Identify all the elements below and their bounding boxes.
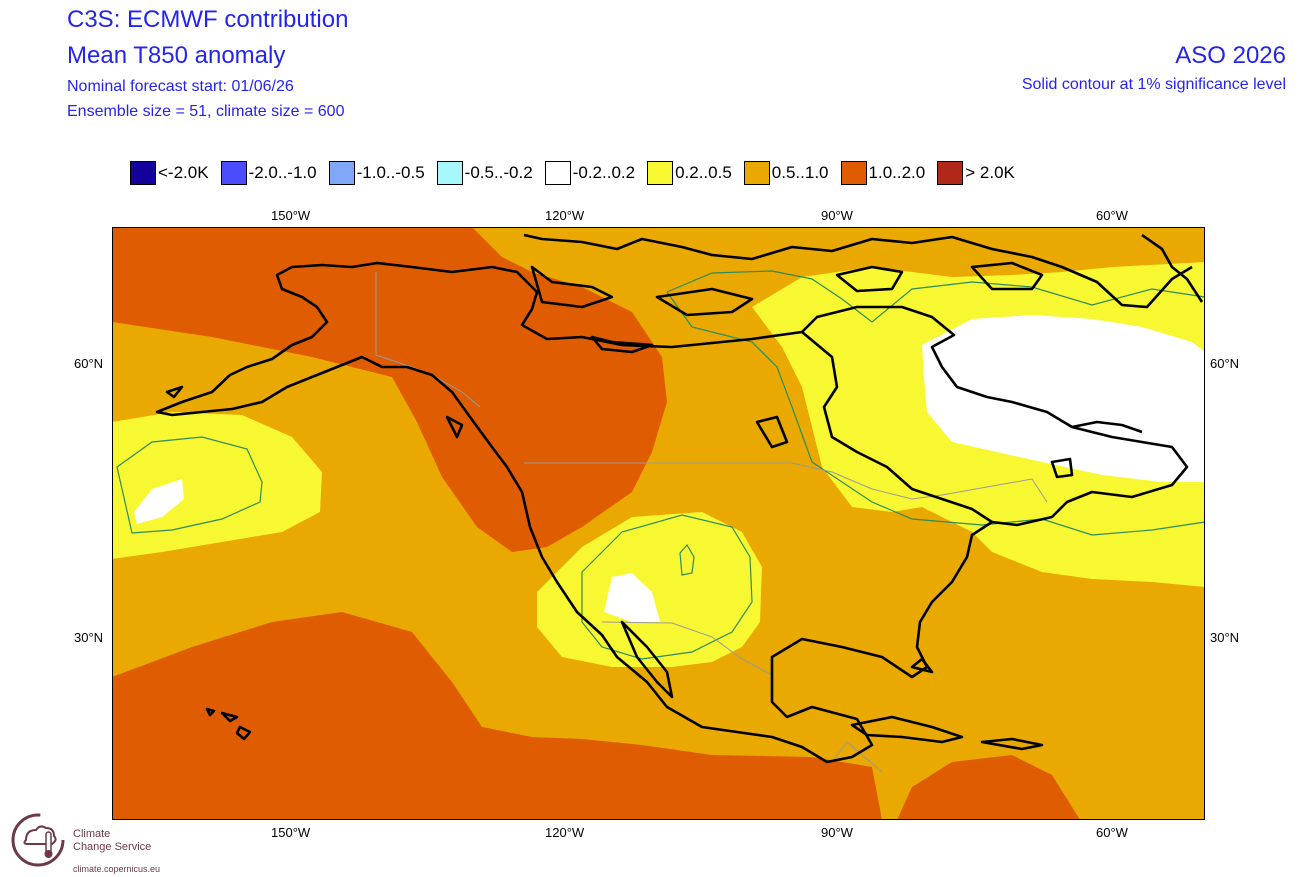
anomaly-region-0.2-0.5 [112, 412, 322, 559]
title-line2: Mean T850 anomaly [67, 42, 286, 69]
legend-item: -1.0..-0.5 [328, 161, 425, 185]
legend-item: <-2.0K [130, 161, 209, 185]
anomaly-region-neutral [134, 479, 184, 524]
title-line1: C3S: ECMWF contribution [67, 6, 349, 33]
coastline [165, 385, 184, 399]
coastline [655, 287, 754, 317]
legend-item: -0.2..0.2 [544, 161, 636, 185]
legend-label: 1.0..2.0 [868, 163, 926, 182]
lon-label-bottom: 120°W [545, 825, 585, 840]
legend-label: -0.2..0.2 [572, 163, 636, 182]
legend-swatch [840, 161, 867, 185]
coastline [220, 711, 239, 723]
legend-swatch [743, 161, 770, 185]
coastline [205, 707, 216, 717]
lon-label-bottom: 60°W [1096, 825, 1128, 840]
legend-item: -2.0..-1.0 [220, 161, 317, 185]
significance-contours [116, 270, 1205, 660]
coastline [590, 335, 654, 354]
forecast-start: Nominal forecast start: 01/06/26 [67, 78, 294, 95]
coastline [910, 657, 934, 674]
legend-swatch [647, 161, 674, 185]
legend-item: 0.2..0.5 [647, 161, 732, 185]
lon-label-top: 120°W [545, 208, 585, 223]
legend-item: > 2.0K [937, 161, 1015, 185]
lon-label-bottom: 150°W [271, 825, 311, 840]
coastline [1050, 457, 1074, 479]
lat-label-right: 30°N [1210, 630, 1240, 645]
period-label: ASO 2026 [1175, 42, 1286, 69]
legend-label: <-2.0K [158, 163, 209, 182]
legend-swatch [544, 161, 571, 185]
lat-label-right: 60°N [1210, 356, 1240, 371]
anomaly-region-1-2 [112, 227, 667, 552]
coastline [980, 737, 1044, 751]
lat-label-left: 30°N [74, 630, 104, 645]
copernicus-logo: Climate Change Service climate.copernicu… [8, 810, 208, 877]
border-line [831, 741, 883, 773]
coastline [970, 261, 1044, 291]
coastline [850, 715, 964, 744]
coastline [835, 265, 904, 293]
border-line [524, 462, 1048, 503]
legend-swatch [130, 161, 156, 185]
lon-label-bottom: 90°W [821, 825, 853, 840]
significance-contour [666, 291, 1205, 536]
lon-label-top: 150°W [271, 208, 311, 223]
legend-item: 0.5..1.0 [743, 161, 829, 185]
legend-label: -2.0..-1.0 [248, 163, 317, 182]
legend-swatch [220, 161, 247, 185]
legend-swatch [328, 161, 355, 185]
significance-contour [666, 270, 1205, 323]
border-line [601, 621, 773, 676]
lon-label-top: 90°W [821, 208, 853, 223]
anomaly-region-neutral [604, 573, 660, 622]
coastlines [155, 233, 1204, 764]
significance-contour [116, 436, 263, 534]
lon-label-top: 60°W [1096, 208, 1128, 223]
significance-note: Solid contour at 1% significance level [1021, 76, 1286, 93]
coastline [445, 415, 464, 439]
coastline [1071, 420, 1143, 434]
legend-label: 0.2..0.5 [675, 163, 732, 182]
logo-text-line1: Climate [73, 828, 111, 840]
coastline [530, 265, 614, 309]
anomaly-region-1-2 [897, 755, 1080, 820]
ensemble-info: Ensemble size = 51, climate size = 600 [67, 103, 345, 120]
coastline [235, 725, 252, 741]
coastline [620, 620, 674, 699]
legend-label: -0.5..-0.2 [464, 163, 533, 182]
coastline [801, 305, 1189, 527]
legend-item: -0.5..-0.2 [436, 161, 533, 185]
anomaly-region-1-2 [112, 612, 882, 820]
anomaly-map [112, 227, 1205, 820]
legend-label: -1.0..-0.5 [356, 163, 425, 182]
legend-swatch [937, 161, 964, 185]
significance-contour [679, 543, 695, 576]
climate-change-service-icon [11, 813, 65, 867]
legend-swatch [436, 161, 463, 185]
coastline [523, 233, 1193, 309]
logo-url: climate.copernicus.eu [73, 864, 161, 874]
coastline [1141, 233, 1204, 303]
significance-contour [581, 514, 753, 660]
color-legend: <-2.0K -2.0..-1.0 -1.0..-0.5 -0.5..-0.2 … [130, 159, 1027, 187]
coastline [155, 261, 994, 764]
lat-label-left: 60°N [74, 356, 104, 371]
legend-label: 0.5..1.0 [771, 163, 829, 182]
legend-item: 1.0..2.0 [840, 161, 926, 185]
logo-text-line2: Change Service [73, 841, 152, 853]
coastline [755, 415, 789, 449]
legend-label: > 2.0K [965, 163, 1015, 182]
